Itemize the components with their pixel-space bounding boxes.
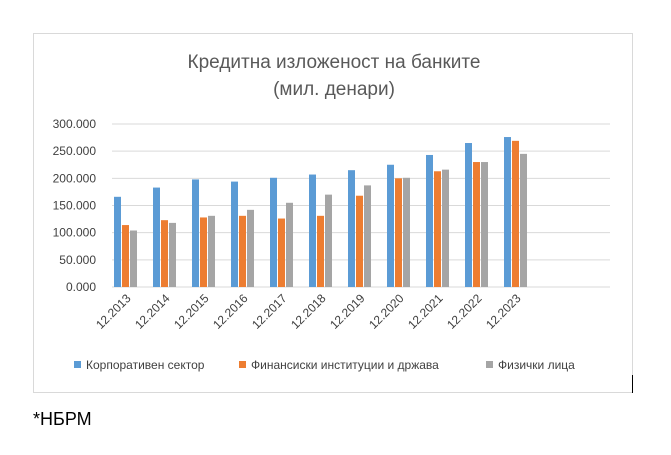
y-tick-label: 200.000 xyxy=(53,171,97,185)
legend-label: Финансиски институции и држава xyxy=(251,358,439,372)
source-footnote: *НБРМ xyxy=(33,409,92,429)
x-tick-label: 12.2023 xyxy=(483,291,524,332)
bar xyxy=(169,222,176,287)
bar xyxy=(520,153,527,287)
y-tick-label: 50.000 xyxy=(59,253,96,267)
x-tick-label: 12.2019 xyxy=(327,291,368,332)
legend-item: Корпоративен сектор xyxy=(74,358,205,372)
legend-label: Корпоративен сектор xyxy=(86,358,205,372)
chart-svg: Кредитна изложеност на банките (мил. ден… xyxy=(53,52,610,372)
bar xyxy=(426,154,433,287)
bar xyxy=(325,194,332,287)
bar xyxy=(473,162,480,287)
bar xyxy=(270,177,277,287)
legend: Корпоративен сектор Финансиски институции… xyxy=(74,358,575,372)
bar xyxy=(247,209,254,287)
bar xyxy=(348,170,355,287)
x-tick-label: 12.2017 xyxy=(249,291,290,332)
x-tick-label: 12.2022 xyxy=(444,291,485,332)
legend-item: Финансиски институции и држава xyxy=(239,358,439,372)
y-tick-label: 250.000 xyxy=(53,144,97,158)
chart-title-line-1: Кредитна изложеност на банките xyxy=(188,52,481,73)
chart-title-line-2: (мил. денари) xyxy=(273,79,395,100)
y-tick-label: 0.000 xyxy=(66,280,96,294)
chart-title: Кредитна изложеност на банките (мил. ден… xyxy=(188,52,481,100)
bars xyxy=(114,137,527,287)
legend-swatch xyxy=(74,361,81,368)
legend-swatch xyxy=(239,361,246,368)
y-tick-label: 300.000 xyxy=(53,117,97,131)
x-axis-ticks: 12.201312.201412.201512.201612.201712.20… xyxy=(93,291,524,332)
bar xyxy=(395,178,402,287)
bar xyxy=(122,225,129,287)
x-tick-label: 12.2013 xyxy=(93,291,134,332)
bar xyxy=(130,230,137,287)
bar xyxy=(504,137,511,287)
bar xyxy=(239,215,246,287)
legend-item: Физички лица xyxy=(486,358,575,372)
bar xyxy=(364,185,371,287)
bar xyxy=(512,140,519,287)
bar xyxy=(231,181,238,287)
legend-swatch xyxy=(486,361,493,368)
bar xyxy=(309,174,316,287)
bar xyxy=(286,202,293,287)
y-tick-label: 150.000 xyxy=(53,199,97,213)
bar xyxy=(161,220,168,287)
bar xyxy=(356,195,363,287)
y-axis-ticks: 0.000 50.000 100.000 150.000 200.000 250.000 3… xyxy=(53,117,97,294)
bar xyxy=(442,169,449,287)
x-tick-label: 12.2020 xyxy=(366,291,407,332)
x-tick-label: 12.2018 xyxy=(288,291,329,332)
bar xyxy=(200,217,207,287)
frame-edge-mark xyxy=(632,375,633,393)
legend-label: Физички лица xyxy=(498,358,575,372)
x-tick-label: 12.2014 xyxy=(132,291,173,332)
bar xyxy=(208,215,215,287)
bar xyxy=(481,162,488,287)
bar xyxy=(465,143,472,287)
bar xyxy=(278,218,285,287)
bar xyxy=(387,164,394,287)
bar xyxy=(114,196,121,287)
bar xyxy=(317,215,324,287)
bar xyxy=(192,179,199,287)
bar xyxy=(434,171,441,287)
bar xyxy=(403,177,410,287)
x-tick-label: 12.2016 xyxy=(210,291,251,332)
bar xyxy=(153,187,160,287)
x-tick-label: 12.2015 xyxy=(171,291,212,332)
x-tick-label: 12.2021 xyxy=(405,291,446,332)
y-tick-label: 100.000 xyxy=(53,226,97,240)
chart-area: Кредитна изложеност на банките (мил. ден… xyxy=(33,33,633,393)
